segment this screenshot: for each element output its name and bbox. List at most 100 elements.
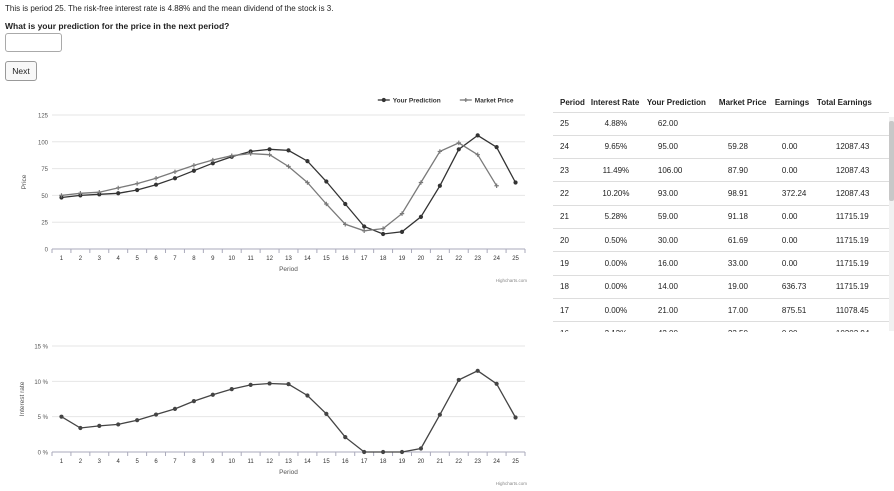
data-point bbox=[153, 182, 159, 187]
x-tick-label: 23 bbox=[474, 256, 481, 262]
table-cell: 0.00 bbox=[771, 251, 814, 276]
x-tick-label: 14 bbox=[304, 256, 311, 262]
x-tick-label: 17 bbox=[361, 256, 368, 262]
table-cell bbox=[813, 111, 889, 136]
data-point bbox=[437, 412, 442, 417]
table-cell: 16 bbox=[553, 321, 588, 332]
history-table-container[interactable]: Period Interest Rate Your Prediction Market… bbox=[553, 94, 894, 332]
table-cell: 4.88% bbox=[587, 111, 644, 136]
table-cell: 0.00 bbox=[771, 321, 814, 332]
table-cell: 11715.19 bbox=[813, 274, 889, 299]
x-tick-label: 14 bbox=[304, 459, 311, 465]
data-point bbox=[305, 158, 310, 164]
data-point bbox=[418, 214, 424, 219]
table-cell: 20 bbox=[553, 227, 588, 252]
x-tick-label: 7 bbox=[173, 459, 177, 465]
table-cell: 11715.19 bbox=[813, 227, 889, 252]
table-cell: 636.73 bbox=[771, 274, 814, 299]
legend-item[interactable]: Your Prediction bbox=[377, 98, 441, 105]
table-cell: 17.00 bbox=[715, 297, 772, 322]
x-tick-label: 12 bbox=[266, 459, 273, 465]
data-point bbox=[362, 449, 367, 455]
table-cell: 21.00 bbox=[643, 297, 716, 322]
table-row: 19 0.00% 16.00 33.00 0.00 11715.19 bbox=[553, 251, 889, 276]
x-tick-label: 18 bbox=[380, 256, 387, 262]
x-tick-label: 2 bbox=[79, 459, 83, 465]
x-tick-label: 25 bbox=[512, 459, 519, 465]
table-body: 25 4.88% 62.00 24 9.65% 95.00 59.28 0.00 12087.4… bbox=[553, 111, 889, 332]
legend-label: Your Prediction bbox=[393, 98, 441, 105]
table-cell: 372.24 bbox=[771, 181, 814, 206]
data-point bbox=[59, 193, 64, 198]
table-cell: 17 bbox=[553, 297, 588, 322]
table-cell: 24 bbox=[553, 134, 588, 159]
table-cell: 0.00% bbox=[587, 251, 644, 276]
table-row: 23 11.49% 106.00 87.90 0.00 12087.43 bbox=[553, 158, 889, 182]
x-tick-label: 3 bbox=[98, 256, 102, 262]
x-tick-label: 4 bbox=[117, 256, 121, 262]
x-tick-label: 7 bbox=[173, 256, 177, 262]
table-cell: 25 bbox=[553, 111, 588, 136]
table-cell bbox=[771, 111, 814, 136]
data-point bbox=[456, 147, 461, 152]
x-tick-label: 19 bbox=[399, 256, 406, 262]
data-point bbox=[116, 185, 121, 191]
table-cell: 0.00 bbox=[771, 204, 814, 229]
table-row: 24 9.65% 95.00 59.28 0.00 12087.43 bbox=[553, 134, 889, 159]
data-point bbox=[191, 168, 196, 173]
table-cell: 0.00 bbox=[771, 134, 814, 159]
data-point bbox=[324, 201, 329, 207]
data-point bbox=[380, 226, 386, 231]
table-cell: 22 bbox=[553, 181, 588, 206]
x-tick-label: 23 bbox=[474, 459, 481, 465]
scrollbar-thumb[interactable] bbox=[889, 121, 894, 201]
data-point bbox=[513, 180, 518, 185]
table-cell: 95.00 bbox=[643, 134, 716, 159]
table-cell: 21 bbox=[553, 204, 588, 229]
table-scrollbar[interactable] bbox=[889, 117, 894, 331]
x-tick-label: 24 bbox=[493, 256, 500, 262]
data-point bbox=[494, 145, 499, 150]
intro-text: This is period 25. The risk-free interes… bbox=[5, 4, 334, 13]
data-point bbox=[172, 169, 178, 175]
table-cell: 12087.43 bbox=[813, 158, 889, 182]
table-header-cell: Market Price bbox=[718, 98, 767, 108]
legend-item[interactable]: Market Price bbox=[459, 98, 514, 105]
data-point bbox=[381, 231, 386, 237]
legend-item[interactable]: Interest rate (%) bbox=[442, 335, 506, 336]
x-tick-label: 17 bbox=[361, 459, 368, 465]
x-tick-label: 11 bbox=[248, 256, 255, 262]
data-point bbox=[475, 133, 480, 138]
x-tick-label: 3 bbox=[98, 459, 102, 465]
table-header-cell: Earnings bbox=[774, 98, 810, 108]
y-tick-label: 50 bbox=[41, 194, 48, 200]
prediction-input[interactable] bbox=[5, 33, 62, 52]
x-tick-label: 6 bbox=[154, 459, 158, 465]
table-cell: 106.00 bbox=[643, 158, 716, 182]
data-point bbox=[343, 201, 348, 207]
table-header-cell: Interest Rate bbox=[590, 98, 640, 108]
next-button[interactable]: Next bbox=[5, 61, 37, 81]
x-tick-label: 10 bbox=[228, 256, 235, 262]
data-point bbox=[97, 189, 102, 195]
table-row: 162.12%42.0023.500.0010202.94 bbox=[553, 321, 889, 332]
legend-marker bbox=[463, 98, 468, 102]
table-header-cell: Period bbox=[560, 98, 585, 108]
x-tick-label: 18 bbox=[380, 459, 387, 465]
chart-credit: Highcharts.com bbox=[496, 278, 528, 283]
data-point bbox=[513, 415, 518, 420]
x-tick-label: 8 bbox=[192, 459, 196, 465]
x-tick-label: 4 bbox=[117, 459, 121, 465]
data-point bbox=[78, 191, 83, 196]
data-point bbox=[437, 149, 443, 154]
data-point bbox=[324, 179, 329, 184]
data-point bbox=[135, 418, 140, 423]
table-row: 18 0.00% 14.00 19.00 636.73 11715.19 bbox=[553, 274, 889, 299]
data-point bbox=[399, 211, 405, 216]
data-point bbox=[456, 140, 461, 146]
data-point bbox=[286, 148, 291, 153]
x-axis-title: Period bbox=[279, 469, 298, 476]
table-cell: 19.00 bbox=[715, 274, 772, 299]
data-point bbox=[229, 153, 234, 158]
x-tick-label: 24 bbox=[493, 459, 500, 465]
